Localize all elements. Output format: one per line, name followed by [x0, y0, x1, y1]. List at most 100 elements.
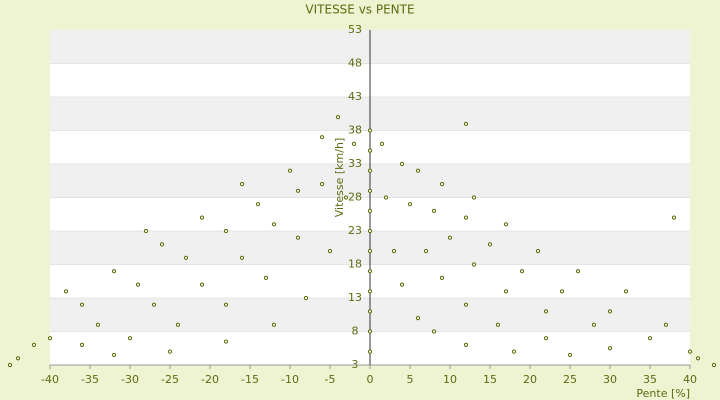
- x-tick-label: 20: [523, 373, 537, 386]
- point: [463, 121, 469, 126]
- point: [575, 269, 581, 274]
- point: [199, 215, 205, 220]
- point: [335, 115, 341, 120]
- point: [367, 208, 373, 213]
- point: [591, 322, 597, 327]
- y-tick-label: 33: [348, 157, 362, 170]
- point: [303, 295, 309, 301]
- point: [695, 356, 701, 361]
- point: [367, 148, 373, 153]
- point: [471, 262, 477, 267]
- point: [379, 141, 385, 146]
- point: [607, 346, 613, 351]
- point: [319, 182, 325, 187]
- point: [327, 249, 333, 254]
- point: [439, 182, 445, 187]
- point: [367, 128, 373, 133]
- point: [295, 235, 301, 240]
- x-tick-label: 5: [407, 373, 414, 386]
- point: [167, 349, 173, 354]
- point: [239, 182, 245, 187]
- point: [175, 322, 181, 327]
- point: [271, 322, 277, 327]
- point: [351, 141, 357, 146]
- point: [415, 168, 421, 173]
- point: [79, 302, 85, 307]
- x-tick-label: -10: [281, 373, 299, 386]
- point: [487, 242, 493, 247]
- point: [199, 282, 205, 287]
- point: [519, 269, 525, 274]
- x-axis-title: Pente [%]: [636, 387, 690, 400]
- point: [391, 249, 397, 254]
- point: [7, 362, 13, 368]
- point: [463, 215, 469, 220]
- point: [295, 188, 301, 193]
- point: [367, 309, 373, 314]
- point: [31, 342, 37, 347]
- point: [431, 329, 437, 334]
- x-tick-label: 15: [483, 373, 497, 386]
- y-tick-label: 18: [348, 258, 362, 271]
- x-tick-label: -30: [121, 373, 139, 386]
- point: [79, 342, 85, 347]
- point: [127, 336, 133, 341]
- point: [535, 249, 541, 254]
- y-tick-label: 8: [352, 325, 359, 338]
- point: [647, 336, 653, 341]
- point: [367, 228, 373, 234]
- x-tick-label: 10: [443, 373, 457, 386]
- point: [543, 336, 549, 341]
- point: [159, 242, 165, 247]
- point: [503, 289, 509, 294]
- y-tick-label: 23: [348, 224, 362, 237]
- point: [367, 349, 373, 354]
- point: [367, 188, 373, 193]
- point: [399, 282, 405, 287]
- point: [319, 135, 325, 140]
- point: [471, 195, 477, 200]
- point: [95, 322, 101, 327]
- point: [623, 289, 629, 294]
- point: [671, 215, 677, 220]
- x-tick-label: -35: [81, 373, 99, 386]
- x-tick-label: -15: [241, 373, 259, 386]
- x-tick-label: 25: [563, 373, 577, 386]
- point: [399, 161, 405, 167]
- point: [495, 322, 501, 327]
- y-tick-label: 28: [348, 191, 362, 204]
- point: [223, 339, 229, 344]
- point: [15, 356, 21, 361]
- point: [383, 195, 389, 200]
- chart-title: VITESSE vs PENTE: [305, 3, 414, 17]
- point: [367, 168, 373, 173]
- point: [503, 222, 509, 227]
- point: [287, 168, 293, 173]
- x-tick-label: -40: [41, 373, 59, 386]
- point: [463, 302, 469, 307]
- point: [559, 289, 565, 294]
- point: [223, 302, 229, 307]
- point: [47, 336, 53, 341]
- point: [439, 275, 445, 280]
- point: [239, 255, 245, 260]
- y-tick-label: 13: [348, 291, 362, 304]
- point: [183, 255, 189, 260]
- y-tick-label: 38: [348, 124, 362, 137]
- point: [543, 309, 549, 314]
- point: [567, 352, 573, 358]
- point: [447, 235, 453, 240]
- point: [367, 329, 373, 334]
- point: [271, 222, 277, 227]
- x-tick-label: -20: [201, 373, 219, 386]
- point: [407, 202, 413, 207]
- point: [367, 269, 373, 274]
- point: [143, 228, 149, 234]
- y-tick-label: 48: [348, 57, 362, 70]
- point: [151, 302, 157, 307]
- point: [111, 269, 117, 274]
- point: [343, 195, 349, 200]
- point: [135, 282, 141, 287]
- point: [367, 249, 373, 254]
